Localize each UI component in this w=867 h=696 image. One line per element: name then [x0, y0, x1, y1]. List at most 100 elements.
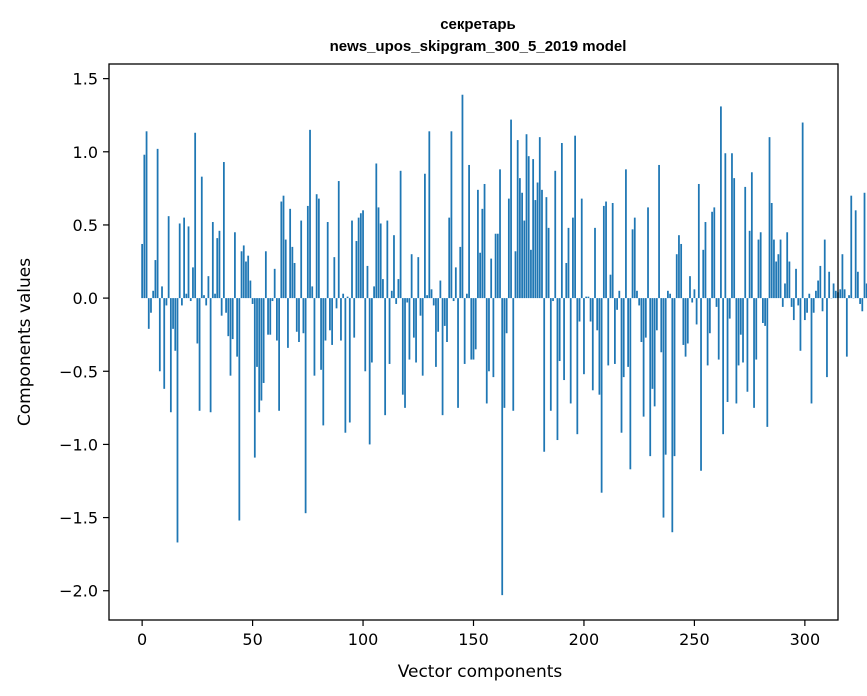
bar-26 [198, 298, 201, 411]
bar-244 [680, 243, 683, 299]
x-tick-label: 250 [679, 630, 710, 649]
bar-58 [269, 298, 272, 335]
bar-180 [538, 137, 541, 299]
bar-48 [247, 255, 250, 299]
bar-211 [607, 298, 610, 366]
bar-78 [313, 298, 316, 376]
bar-281 [762, 298, 764, 323]
bar-75 [306, 205, 309, 299]
bar-93 [346, 296, 349, 299]
bar-120 [406, 298, 409, 303]
bar-85 [329, 298, 331, 331]
bar-193 [567, 227, 570, 299]
bar-181 [541, 189, 543, 299]
bar-304 [812, 298, 815, 313]
bar-301 [806, 298, 808, 313]
bar-224 [636, 290, 638, 299]
bar-168 [512, 298, 515, 411]
bar-118 [401, 298, 404, 395]
bar-243 [678, 235, 680, 299]
y-tick-label: 0.0 [73, 289, 98, 308]
bar-104 [371, 298, 373, 363]
bar-310 [826, 298, 828, 378]
bar-282 [764, 298, 766, 326]
bar-22 [189, 298, 192, 302]
bar-111 [386, 220, 389, 299]
bar-309 [823, 239, 826, 299]
x-tick-label: 100 [348, 630, 379, 649]
bar-68 [291, 246, 294, 299]
bar-126 [419, 298, 422, 316]
bar-130 [428, 131, 431, 299]
bar-99 [359, 213, 362, 299]
bar-37 [222, 162, 225, 299]
bar-316 [839, 289, 842, 299]
bar-238 [667, 290, 669, 299]
bar-293 [788, 261, 791, 299]
bar-156 [485, 298, 488, 404]
bar-242 [675, 254, 678, 299]
bar-174 [525, 134, 528, 299]
bar-173 [523, 220, 526, 299]
bar-32 [211, 222, 214, 299]
x-tick-label: 50 [242, 630, 262, 649]
bar-295 [792, 298, 795, 321]
bar-161 [496, 233, 499, 299]
bar-302 [808, 293, 811, 299]
bar-115 [395, 298, 398, 304]
bar-202 [587, 296, 590, 299]
bar-134 [437, 298, 440, 332]
bar-16 [176, 298, 179, 543]
bar-163 [501, 298, 504, 596]
bar-57 [267, 298, 269, 335]
bar-49 [249, 280, 252, 299]
bar-257 [708, 298, 711, 334]
bar-106 [375, 163, 378, 299]
bar-31 [209, 298, 212, 413]
bar-28 [203, 295, 205, 299]
bar-321 [850, 195, 853, 299]
bar-84 [326, 222, 329, 299]
bar-270 [737, 298, 740, 366]
bar-311 [828, 271, 831, 299]
bar-233 [655, 298, 658, 331]
bar-297 [797, 298, 800, 306]
x-tick-label: 300 [790, 630, 821, 649]
bar-30 [207, 276, 210, 299]
bar-90 [340, 298, 342, 341]
bar-76 [309, 129, 311, 299]
bar-190 [560, 143, 563, 299]
bar-151 [474, 298, 477, 350]
bar-55 [262, 298, 265, 383]
bar-200 [583, 298, 585, 375]
bar-124 [415, 298, 417, 363]
bar-13 [169, 298, 172, 413]
bar-132 [432, 298, 435, 306]
bar-252 [697, 183, 700, 299]
bar-119 [404, 298, 406, 408]
bar-51 [253, 298, 256, 458]
bar-255 [704, 222, 707, 299]
bar-279 [757, 239, 760, 299]
bar-284 [768, 137, 771, 299]
bar-89 [337, 181, 340, 299]
bar-225 [638, 298, 641, 306]
bar-208 [600, 298, 603, 493]
y-tick-label: −1.0 [59, 435, 98, 454]
bar-266 [728, 298, 731, 319]
bar-141 [452, 298, 455, 302]
bar-249 [691, 298, 694, 303]
y-tick-label: 0.5 [73, 216, 98, 235]
bar-81 [320, 298, 322, 370]
bar-60 [273, 268, 276, 299]
bar-105 [373, 286, 375, 299]
bar-103 [368, 298, 371, 445]
bar-177 [532, 159, 535, 299]
bar-179 [536, 182, 539, 299]
bar-63 [280, 201, 283, 299]
bar-220 [627, 298, 630, 367]
bar-217 [620, 298, 623, 433]
bar-274 [746, 298, 749, 392]
